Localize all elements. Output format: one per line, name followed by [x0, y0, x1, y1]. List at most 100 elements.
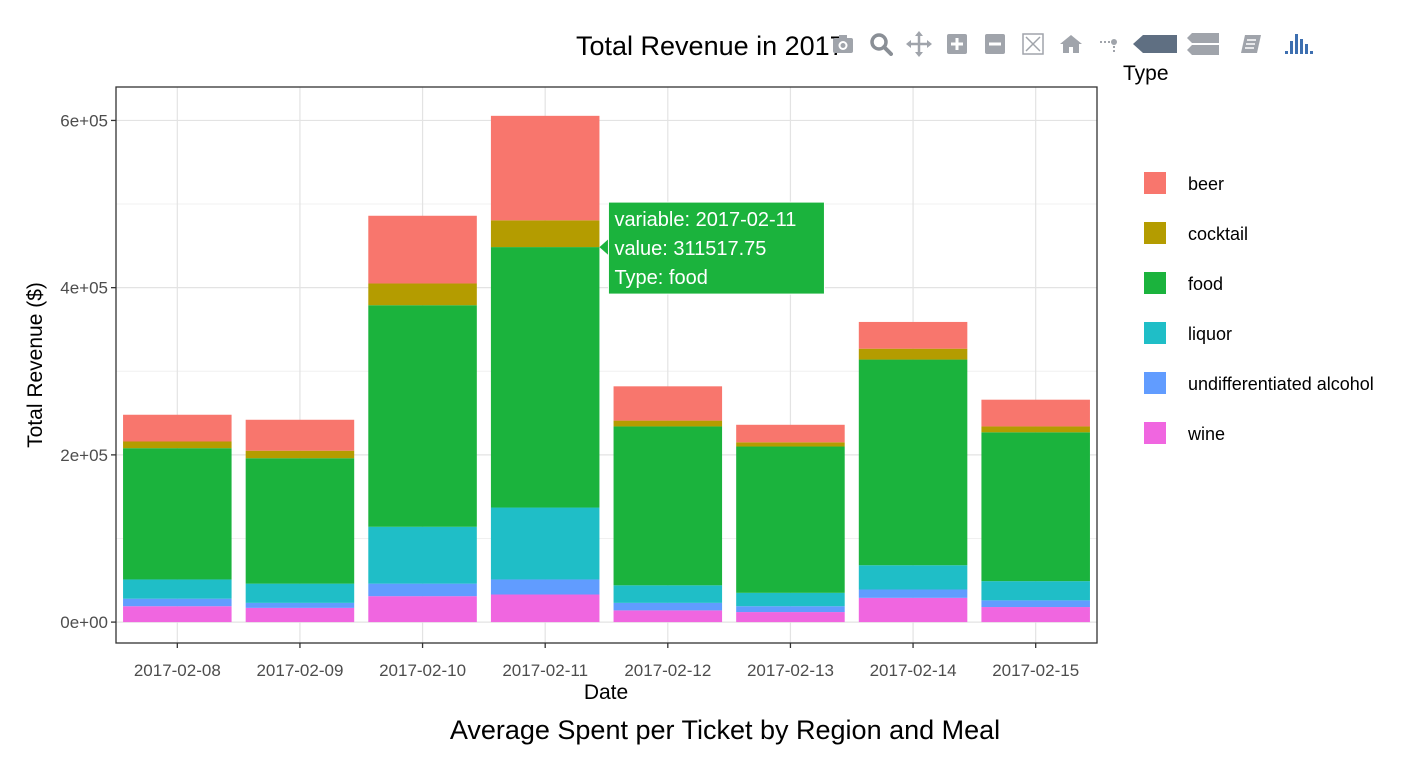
autoscale-icon[interactable] — [1018, 29, 1048, 59]
bar-segment[interactable] — [123, 606, 232, 623]
bar-segment[interactable] — [981, 600, 1090, 608]
legend-label: beer — [1188, 174, 1224, 194]
zoom-icon[interactable] — [866, 29, 896, 59]
bar-segment[interactable] — [613, 386, 723, 421]
legend-title: Type — [1123, 62, 1169, 85]
bar-segment[interactable] — [981, 432, 1090, 582]
x-tick-label: 2017-02-14 — [870, 661, 957, 680]
x-tick-label: 2017-02-13 — [747, 661, 834, 680]
zoom-in-icon[interactable] — [942, 29, 972, 59]
bar-segment[interactable] — [981, 607, 1090, 623]
y-tick-label: 2e+05 — [60, 446, 108, 465]
tooltip-line: value: 311517.75 — [614, 238, 766, 260]
bar-segment[interactable] — [368, 596, 477, 623]
bar-segment[interactable] — [245, 458, 355, 584]
plotly-logo-icon[interactable] — [1282, 29, 1316, 59]
x-tick-label: 2017-02-10 — [379, 661, 466, 680]
bar-segment[interactable] — [736, 606, 845, 613]
edit-chart-icon[interactable] — [1228, 29, 1274, 59]
bars — [123, 115, 1090, 623]
bar-segment[interactable] — [490, 594, 600, 623]
bar-segment[interactable] — [368, 305, 477, 527]
tooltip-line: variable: 2017-02-11 — [614, 209, 796, 231]
bar-segment[interactable] — [123, 448, 232, 580]
legend-label: undifferentiated alcohol — [1188, 374, 1374, 394]
bar-segment[interactable] — [368, 583, 477, 597]
bar-segment[interactable] — [490, 507, 600, 580]
hover-closest-icon[interactable] — [1132, 29, 1178, 59]
zoom-out-icon[interactable] — [980, 29, 1010, 59]
legend-label: food — [1188, 274, 1223, 294]
bar-segment[interactable] — [858, 589, 968, 598]
bar-segment[interactable] — [613, 585, 723, 603]
bar-segment[interactable] — [490, 579, 600, 595]
bar-segment[interactable] — [981, 581, 1090, 601]
x-axis-title: Date — [584, 681, 628, 704]
bar-segment[interactable] — [736, 424, 845, 443]
legend-swatch[interactable] — [1144, 272, 1166, 294]
bar-segment[interactable] — [368, 526, 477, 584]
bar-segment[interactable] — [245, 450, 355, 459]
legend-swatch[interactable] — [1144, 172, 1166, 194]
bar-segment[interactable] — [368, 215, 477, 284]
bar-segment[interactable] — [123, 598, 232, 607]
legend-swatch[interactable] — [1144, 422, 1166, 444]
x-tick-label: 2017-02-15 — [992, 661, 1079, 680]
bar-segment[interactable] — [736, 442, 845, 447]
bar-segment[interactable] — [123, 579, 232, 599]
y-tick-label: 4e+05 — [60, 279, 108, 298]
bar-segment[interactable] — [736, 446, 845, 593]
plot-panel-border — [115, 86, 1098, 644]
bar-segment[interactable] — [245, 419, 355, 451]
x-tick-label: 2017-02-11 — [502, 661, 588, 680]
bar-segment[interactable] — [981, 399, 1090, 427]
legend-swatch[interactable] — [1144, 222, 1166, 244]
spike-lines-icon[interactable] — [1094, 29, 1124, 59]
bar-segment[interactable] — [858, 565, 968, 590]
y-tick-label: 0e+00 — [60, 613, 108, 632]
bar-segment[interactable] — [736, 592, 845, 607]
pan-icon[interactable] — [904, 29, 934, 59]
chart-subtitle: Average Spent per Ticket by Region and M… — [450, 715, 1000, 745]
bar-segment[interactable] — [981, 426, 1090, 433]
bar-segment[interactable] — [858, 359, 968, 566]
x-axis: 2017-02-08 2017-02-09 2017-02-10 2017-02-11… — [134, 643, 1079, 680]
camera-icon[interactable] — [828, 29, 858, 59]
bar-segment[interactable] — [613, 610, 723, 623]
bar-segment[interactable] — [736, 612, 845, 623]
legend-swatch[interactable] — [1144, 372, 1166, 394]
bar-segment[interactable] — [245, 602, 355, 608]
bar-segment[interactable] — [858, 348, 968, 360]
bar-segment[interactable] — [490, 247, 600, 508]
modebar — [828, 26, 1324, 62]
x-tick-label: 2017-02-09 — [256, 661, 343, 680]
legend-label: liquor — [1188, 324, 1232, 344]
x-tick-label: 2017-02-12 — [624, 661, 711, 680]
tooltip-pointer — [599, 239, 609, 256]
chart-title: Total Revenue in 2017 — [576, 31, 845, 61]
bar-segment[interactable] — [613, 426, 723, 586]
bar-segment[interactable] — [123, 441, 232, 449]
y-axis-title: Total Revenue ($) — [24, 282, 47, 448]
reset-axes-icon[interactable] — [1056, 29, 1086, 59]
bar-segment[interactable] — [858, 321, 968, 349]
bar-segment[interactable] — [245, 583, 355, 603]
legend: beer cocktail food liquor undifferentiated a… — [1144, 172, 1374, 444]
y-axis: 0e+00 2e+05 4e+05 6e+05 — [60, 111, 116, 632]
bar-segment[interactable] — [368, 283, 477, 306]
x-tick-label: 2017-02-08 — [134, 661, 221, 680]
hover-tooltip: variable: 2017-02-11 value: 311517.75 Type… — [599, 201, 825, 295]
bar-segment[interactable] — [490, 220, 600, 248]
tooltip-box — [607, 201, 825, 295]
bar-segment[interactable] — [490, 115, 600, 221]
bar-segment[interactable] — [245, 607, 355, 623]
legend-swatch[interactable] — [1144, 322, 1166, 344]
bar-segment[interactable] — [613, 420, 723, 427]
bar-segment[interactable] — [613, 602, 723, 611]
legend-label: wine — [1187, 424, 1225, 444]
bar-segment[interactable] — [858, 597, 968, 623]
hover-compare-icon[interactable] — [1186, 29, 1220, 59]
bar-segment[interactable] — [123, 414, 232, 442]
tooltip-line: Type: food — [614, 267, 707, 289]
